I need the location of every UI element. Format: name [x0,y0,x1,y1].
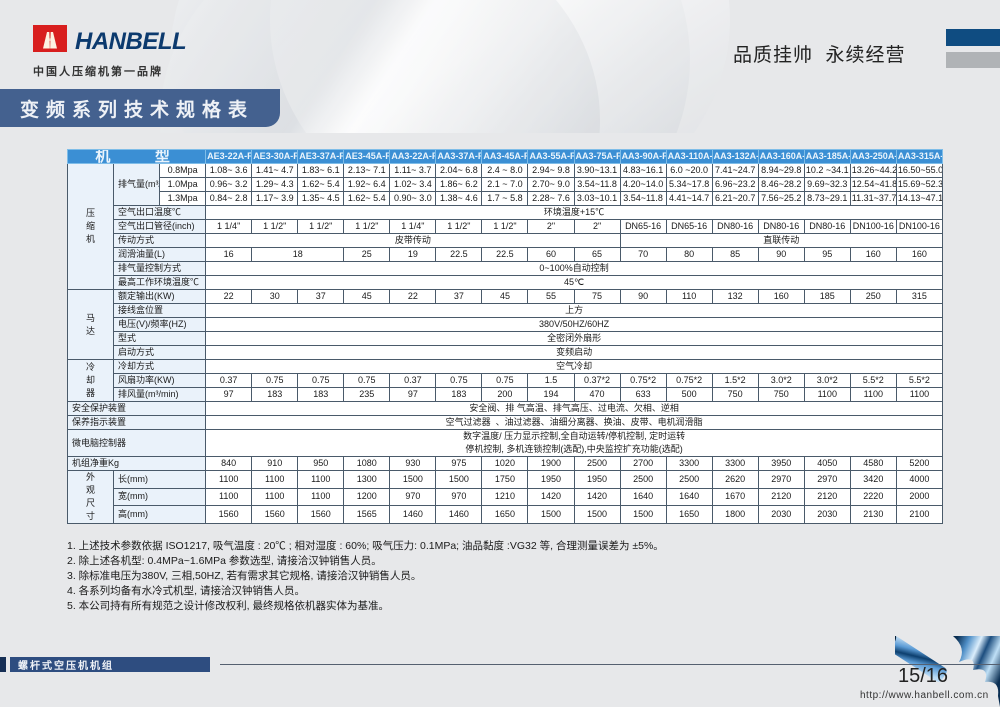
svg-text:HANBELL: HANBELL [75,28,186,54]
